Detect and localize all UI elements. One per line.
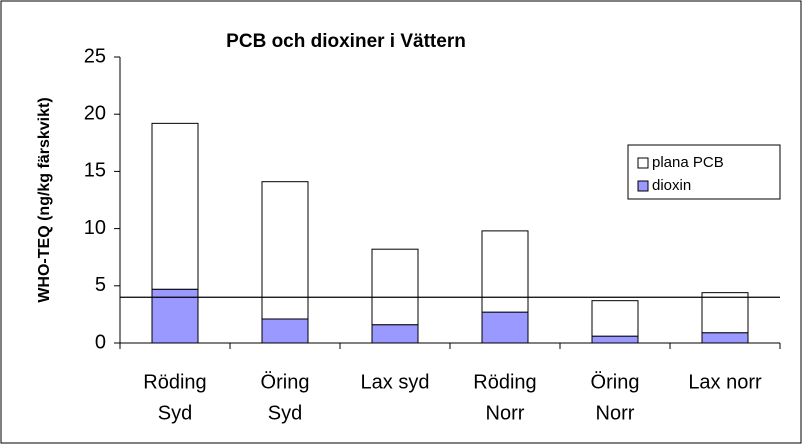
x-tick-label: Syd: [268, 402, 302, 424]
chart-title: PCB och dioxiner i Vättern: [226, 31, 466, 52]
legend-label: plana PCB: [652, 154, 724, 171]
bar-segment: [261, 318, 309, 344]
bar-segment: [701, 292, 749, 334]
x-tick-label: Öring: [261, 371, 310, 393]
x-tick-label: Syd: [158, 402, 192, 424]
y-tick-label: 5: [95, 274, 106, 296]
x-tick-label: Lax norr: [688, 371, 762, 393]
bar-segment: [371, 248, 419, 326]
x-tick-label: Röding: [473, 371, 536, 393]
bar-segment: [591, 300, 639, 337]
bar-segment: [151, 122, 199, 290]
bar-segment: [481, 230, 529, 313]
y-tick-label: 25: [84, 45, 106, 67]
legend-label: dioxin: [652, 177, 691, 194]
x-tick-label: Norr: [486, 402, 525, 424]
bar-segment: [261, 181, 309, 320]
x-tick-label: Lax syd: [361, 371, 430, 393]
legend-swatch: [637, 180, 649, 192]
bar-segment: [701, 332, 749, 344]
bar-segment: [591, 335, 639, 344]
x-tick-label: Öring: [591, 371, 640, 393]
y-tick-label: 15: [84, 160, 106, 182]
y-tick-label: 20: [84, 102, 106, 124]
bar-segment: [151, 288, 199, 344]
legend-box: [627, 144, 781, 200]
legend-swatch: [637, 157, 649, 169]
x-tick-label: Röding: [143, 371, 206, 393]
y-axis-label: WHO-TEQ (ng/kg färskvikt): [36, 97, 53, 302]
bar-segment: [371, 324, 419, 344]
x-tick-label: Norr: [596, 402, 635, 424]
y-tick-label: 10: [84, 217, 106, 239]
bar-segment: [481, 311, 529, 344]
y-tick-label: 0: [95, 331, 106, 353]
